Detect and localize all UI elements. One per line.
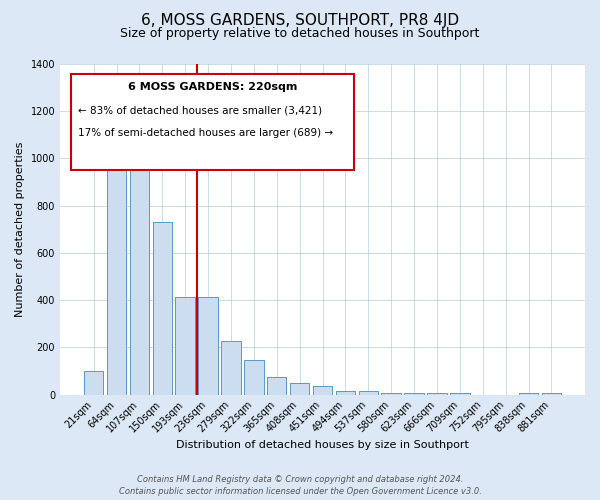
Bar	[221, 342, 241, 394]
FancyBboxPatch shape	[71, 74, 354, 170]
Y-axis label: Number of detached properties: Number of detached properties	[15, 142, 25, 317]
Bar	[359, 391, 378, 394]
Bar	[313, 386, 332, 394]
X-axis label: Distribution of detached houses by size in Southport: Distribution of detached houses by size …	[176, 440, 469, 450]
Bar	[267, 377, 286, 394]
Bar	[107, 122, 126, 394]
Text: Size of property relative to detached houses in Southport: Size of property relative to detached ho…	[121, 28, 479, 40]
Bar	[199, 296, 218, 394]
Text: Contains HM Land Registry data © Crown copyright and database right 2024.
Contai: Contains HM Land Registry data © Crown c…	[119, 475, 481, 496]
Bar	[130, 122, 149, 394]
Bar	[244, 360, 263, 394]
Bar	[152, 222, 172, 394]
Text: 6, MOSS GARDENS, SOUTHPORT, PR8 4JD: 6, MOSS GARDENS, SOUTHPORT, PR8 4JD	[141, 12, 459, 28]
Bar	[175, 296, 195, 394]
Bar	[290, 383, 310, 394]
Bar	[84, 371, 103, 394]
Text: 6 MOSS GARDENS: 220sqm: 6 MOSS GARDENS: 220sqm	[128, 82, 297, 92]
Text: ← 83% of detached houses are smaller (3,421): ← 83% of detached houses are smaller (3,…	[79, 106, 323, 116]
Bar	[335, 391, 355, 394]
Text: 17% of semi-detached houses are larger (689) →: 17% of semi-detached houses are larger (…	[79, 128, 334, 138]
